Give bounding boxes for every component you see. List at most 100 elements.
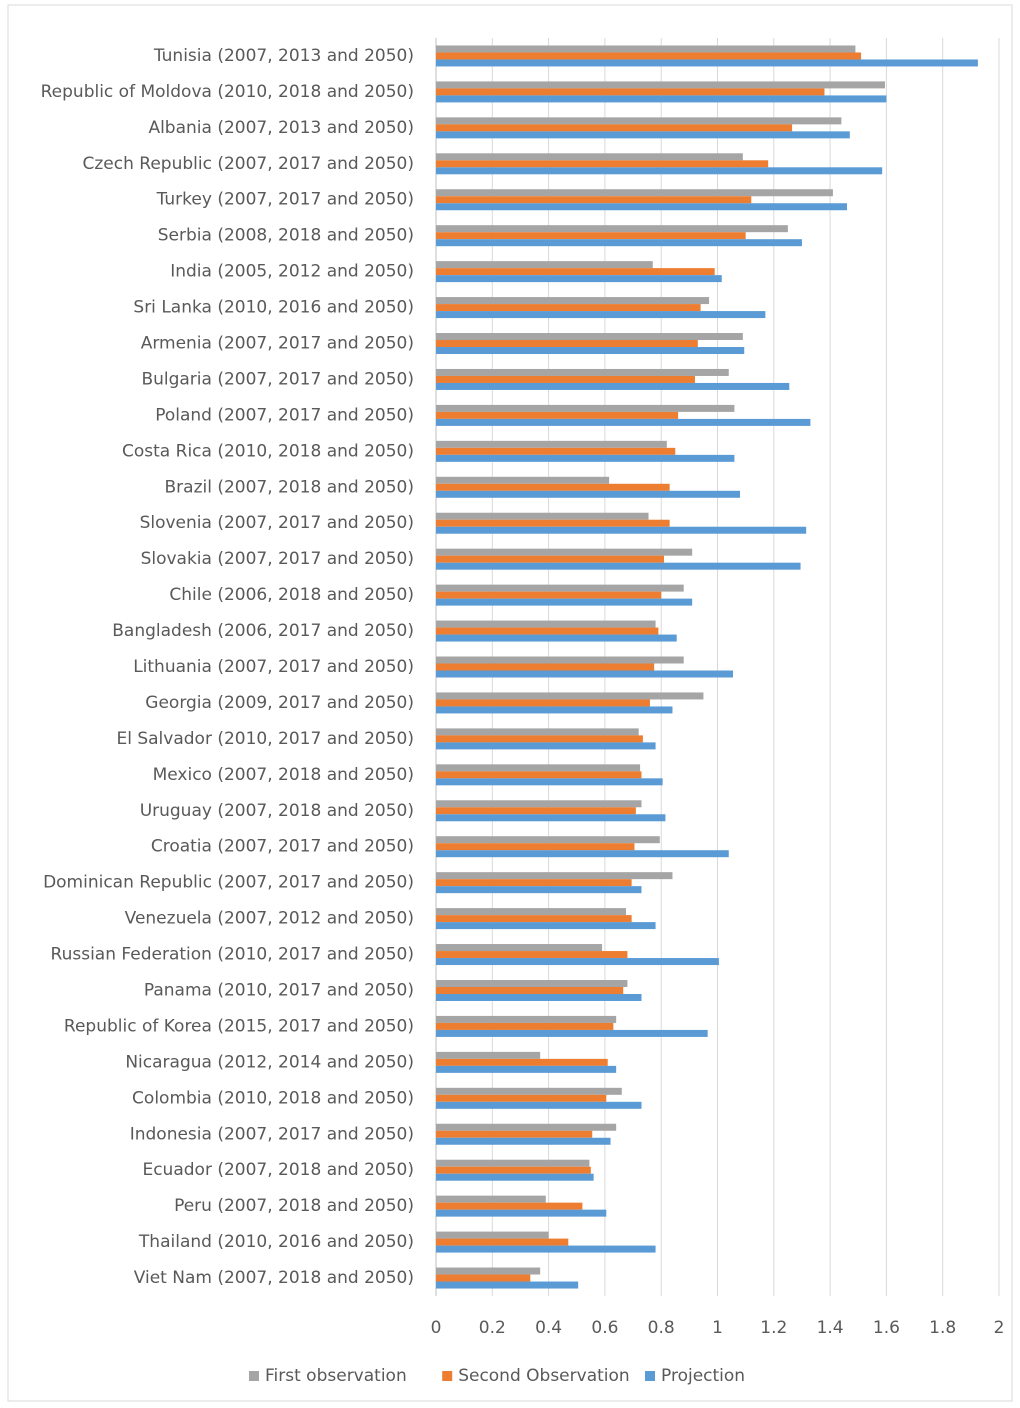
y-tick-label: Chile (2006, 2018 and 2050) [169, 585, 414, 605]
bar [436, 562, 801, 570]
bar [436, 45, 856, 53]
bar [436, 1159, 590, 1167]
bar [436, 944, 603, 952]
bar [436, 1245, 656, 1253]
bar [436, 232, 746, 240]
bar [436, 1123, 617, 1131]
legend-swatch [442, 1371, 453, 1381]
bar [436, 297, 710, 305]
legend-label: Second Observation [458, 1366, 630, 1386]
bar [436, 908, 627, 916]
y-tick-label: Turkey (2007, 2017 and 2050) [156, 190, 414, 210]
y-tick-label: Nicaragua (2012, 2014 and 2050) [125, 1052, 414, 1072]
x-tick-label: 1.4 [817, 1318, 844, 1338]
y-tick-label: Costa Rica (2010, 2018 and 2050) [122, 441, 414, 461]
bar [436, 160, 769, 168]
bar [436, 764, 641, 772]
y-tick-label: Georgia (2009, 2017 and 2050) [145, 693, 414, 713]
bar [436, 512, 649, 520]
x-tick-label: 1.2 [760, 1318, 787, 1338]
bar [436, 275, 722, 283]
bar [436, 663, 655, 671]
bar [436, 382, 790, 390]
legend-swatch [249, 1371, 259, 1381]
y-tick-label: Slovakia (2007, 2017 and 2050) [141, 549, 414, 569]
bar [436, 1051, 541, 1059]
y-tick-label: Mexico (2007, 2018 and 2050) [153, 765, 414, 785]
bar [436, 778, 663, 786]
bar [436, 627, 659, 635]
y-tick-label: Colombia (2010, 2018 and 2050) [132, 1088, 414, 1108]
bar [436, 584, 684, 592]
bar [436, 1267, 541, 1275]
bar [436, 1209, 607, 1217]
legend-label: First observation [265, 1366, 407, 1386]
x-tick-label: 1.8 [929, 1318, 956, 1338]
bar [436, 167, 883, 175]
bar [436, 699, 650, 707]
bar [436, 1029, 708, 1037]
y-tick-label: Armenia (2007, 2017 and 2050) [141, 334, 414, 354]
bar [436, 591, 662, 599]
y-tick-label: Russian Federation (2010, 2017 and 2050) [51, 945, 414, 965]
y-tick-label: Venezuela (2007, 2012 and 2050) [125, 909, 414, 929]
bar [436, 850, 729, 858]
bar [436, 555, 665, 563]
bar [436, 728, 639, 736]
bar [436, 807, 636, 815]
x-tick-label: 0.4 [535, 1318, 562, 1338]
bar [436, 225, 788, 233]
bar [436, 418, 811, 426]
x-tick-label: 0.2 [479, 1318, 506, 1338]
bar [436, 993, 642, 1001]
bar [436, 735, 643, 743]
y-tick-label: Tunisia (2007, 2013 and 2050) [153, 46, 414, 66]
y-tick-label: Brazil (2007, 2018 and 2050) [165, 477, 415, 497]
bar [436, 1022, 614, 1030]
bar [436, 1015, 617, 1023]
bar [436, 1173, 594, 1181]
bar [436, 634, 677, 642]
bar [436, 333, 743, 341]
y-tick-label: Croatia (2007, 2017 and 2050) [151, 837, 414, 857]
bar [436, 922, 656, 930]
y-tick-label: El Salvador (2010, 2017 and 2050) [116, 729, 414, 749]
bar [436, 404, 735, 412]
bar [436, 347, 745, 355]
x-tick-label: 2 [994, 1318, 1005, 1338]
bar [436, 483, 670, 491]
bar [436, 59, 978, 67]
bar [436, 440, 667, 448]
bar [436, 706, 673, 714]
bar [436, 368, 729, 376]
bar [436, 1195, 546, 1203]
bar [436, 872, 673, 880]
y-tick-label: Albania (2007, 2013 and 2050) [148, 118, 414, 138]
bar [436, 1166, 591, 1174]
bar [436, 447, 676, 455]
legend-label: Projection [661, 1366, 745, 1386]
bar [436, 886, 642, 894]
bar [436, 843, 635, 851]
y-tick-label: Dominican Republic (2007, 2017 and 2050) [43, 873, 414, 893]
x-tick-label: 0.8 [648, 1318, 675, 1338]
y-tick-label: Peru (2007, 2018 and 2050) [174, 1196, 414, 1216]
bar [436, 814, 666, 822]
legend-swatch [645, 1371, 655, 1381]
bar [436, 598, 693, 606]
bar [436, 519, 670, 527]
bar [436, 411, 679, 419]
bar [436, 879, 632, 887]
bar [436, 979, 628, 987]
bar [436, 526, 807, 534]
bar [436, 1065, 617, 1073]
x-tick-label: 0 [431, 1318, 442, 1338]
bar [436, 131, 850, 139]
bar [436, 1274, 531, 1282]
bar [436, 742, 656, 750]
y-tick-label: Thailand (2010, 2016 and 2050) [138, 1232, 414, 1252]
bar [436, 304, 701, 312]
bar [436, 915, 632, 923]
bar [436, 1238, 569, 1246]
bar [436, 476, 610, 484]
